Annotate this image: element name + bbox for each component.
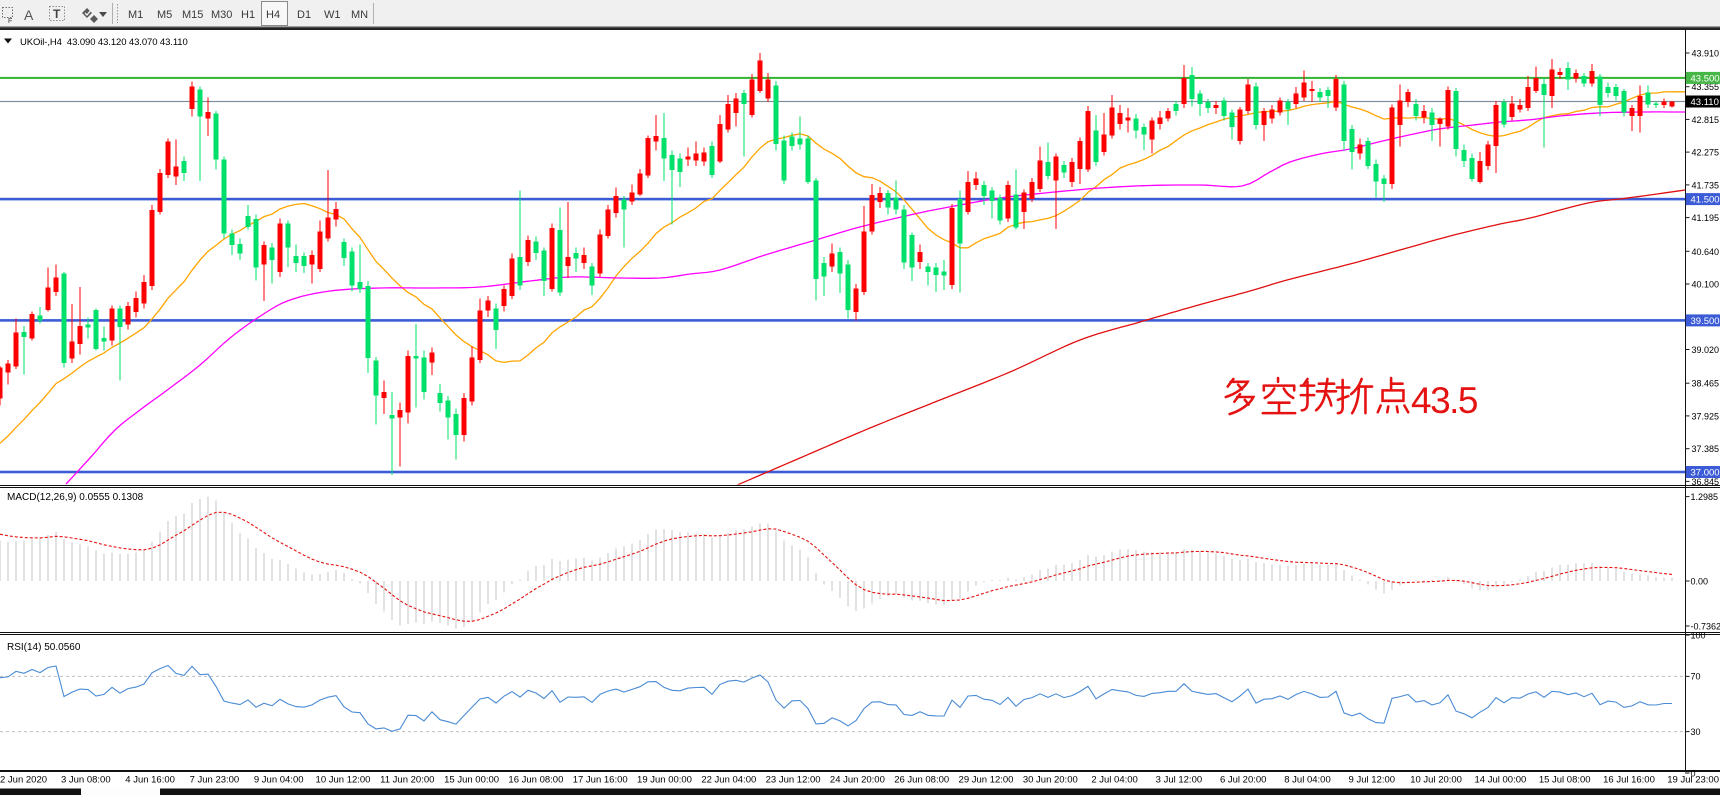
- svg-text:41.735: 41.735: [1692, 180, 1720, 190]
- svg-text:37.000: 37.000: [1691, 467, 1720, 478]
- svg-text:36.845: 36.845: [1692, 477, 1720, 487]
- svg-text:30 Jun 20:00: 30 Jun 20:00: [1023, 775, 1078, 786]
- svg-text:4 Jun 16:00: 4 Jun 16:00: [125, 775, 175, 786]
- svg-text:0: 0: [1691, 768, 1696, 778]
- svg-text:9 Jul 12:00: 9 Jul 12:00: [1349, 775, 1395, 786]
- svg-text:41.500: 41.500: [1691, 195, 1720, 206]
- svg-text:43.500: 43.500: [1691, 73, 1720, 84]
- svg-text:37.385: 37.385: [1692, 444, 1720, 454]
- svg-text:70: 70: [1691, 672, 1701, 682]
- svg-text:15 Jun 00:00: 15 Jun 00:00: [444, 775, 499, 786]
- svg-text:T: T: [53, 7, 61, 21]
- svg-text:22 Jun 04:00: 22 Jun 04:00: [701, 775, 756, 786]
- svg-text:24 Jun 20:00: 24 Jun 20:00: [830, 775, 885, 786]
- svg-text:3 Jul 12:00: 3 Jul 12:00: [1156, 775, 1202, 786]
- svg-text:3 Jun 08:00: 3 Jun 08:00: [61, 775, 111, 786]
- svg-text:M5: M5: [157, 9, 172, 21]
- svg-text:6 Jul 20:00: 6 Jul 20:00: [1220, 775, 1266, 786]
- svg-text:43.910: 43.910: [1692, 49, 1720, 59]
- svg-text:RSI(14) 50.0560: RSI(14) 50.0560: [7, 642, 81, 653]
- svg-text:-0.7362: -0.7362: [1691, 621, 1720, 631]
- svg-text:F: F: [8, 18, 12, 25]
- svg-text:UKOil-,H4 43.090 43.120 43.07: UKOil-,H4 43.090 43.120 43.070 43.110: [20, 37, 188, 48]
- svg-text:M1: M1: [128, 9, 143, 21]
- svg-text:40.100: 40.100: [1692, 280, 1720, 290]
- svg-text:30: 30: [1691, 727, 1701, 737]
- svg-text:A: A: [24, 7, 34, 23]
- svg-text:MN: MN: [351, 9, 368, 21]
- svg-text:100: 100: [1691, 630, 1706, 640]
- svg-text:14 Jul 00:00: 14 Jul 00:00: [1475, 775, 1527, 786]
- svg-text:W1: W1: [324, 9, 341, 21]
- svg-text:39.020: 39.020: [1692, 345, 1720, 355]
- svg-text:0.00: 0.00: [1691, 576, 1709, 586]
- svg-text:23 Jun 12:00: 23 Jun 12:00: [766, 775, 821, 786]
- svg-text:8 Jul 04:00: 8 Jul 04:00: [1284, 775, 1330, 786]
- svg-text:M30: M30: [211, 9, 232, 21]
- svg-text:39.500: 39.500: [1691, 316, 1720, 327]
- svg-text:H1: H1: [241, 9, 255, 21]
- svg-text:16 Jul 16:00: 16 Jul 16:00: [1603, 775, 1655, 786]
- svg-text:42.275: 42.275: [1692, 148, 1720, 158]
- svg-text:M15: M15: [182, 9, 203, 21]
- svg-text:9 Jun 04:00: 9 Jun 04:00: [254, 775, 304, 786]
- svg-text:38.465: 38.465: [1692, 379, 1720, 389]
- svg-text:2 Jun 2020: 2 Jun 2020: [0, 775, 47, 786]
- svg-text:43.355: 43.355: [1692, 82, 1720, 92]
- svg-text:26 Jun 08:00: 26 Jun 08:00: [894, 775, 949, 786]
- svg-text:43.110: 43.110: [1691, 97, 1719, 108]
- svg-text:19 Jul 23:00: 19 Jul 23:00: [1667, 775, 1719, 786]
- svg-text:10 Jun 12:00: 10 Jun 12:00: [316, 775, 371, 786]
- svg-text:40.640: 40.640: [1692, 247, 1720, 257]
- svg-text:29 Jun 12:00: 29 Jun 12:00: [959, 775, 1014, 786]
- svg-text:H4: H4: [266, 9, 280, 21]
- svg-text:11 Jun 20:00: 11 Jun 20:00: [380, 775, 434, 786]
- svg-text:43.5: 43.5: [1411, 380, 1478, 421]
- svg-text:10 Jul 20:00: 10 Jul 20:00: [1410, 775, 1462, 786]
- svg-text:7 Jun 23:00: 7 Jun 23:00: [190, 775, 240, 786]
- svg-text:16 Jun 08:00: 16 Jun 08:00: [508, 775, 563, 786]
- svg-text:37.925: 37.925: [1692, 411, 1720, 421]
- svg-text:19 Jun 00:00: 19 Jun 00:00: [637, 775, 692, 786]
- svg-text:41.195: 41.195: [1692, 213, 1720, 223]
- svg-text:17 Jun 16:00: 17 Jun 16:00: [573, 775, 628, 786]
- svg-text:15 Jul 08:00: 15 Jul 08:00: [1539, 775, 1591, 786]
- svg-text:2 Jul 04:00: 2 Jul 04:00: [1091, 775, 1137, 786]
- svg-text:MACD(12,26,9) 0.0555 0.1308: MACD(12,26,9) 0.0555 0.1308: [7, 492, 144, 503]
- svg-text:D1: D1: [297, 9, 311, 21]
- svg-text:1.2985: 1.2985: [1691, 492, 1719, 502]
- svg-text:42.815: 42.815: [1692, 115, 1720, 125]
